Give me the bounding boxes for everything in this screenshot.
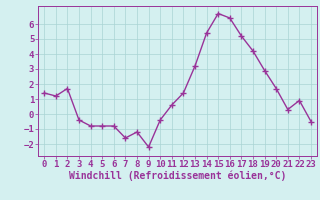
X-axis label: Windchill (Refroidissement éolien,°C): Windchill (Refroidissement éolien,°C) — [69, 171, 286, 181]
